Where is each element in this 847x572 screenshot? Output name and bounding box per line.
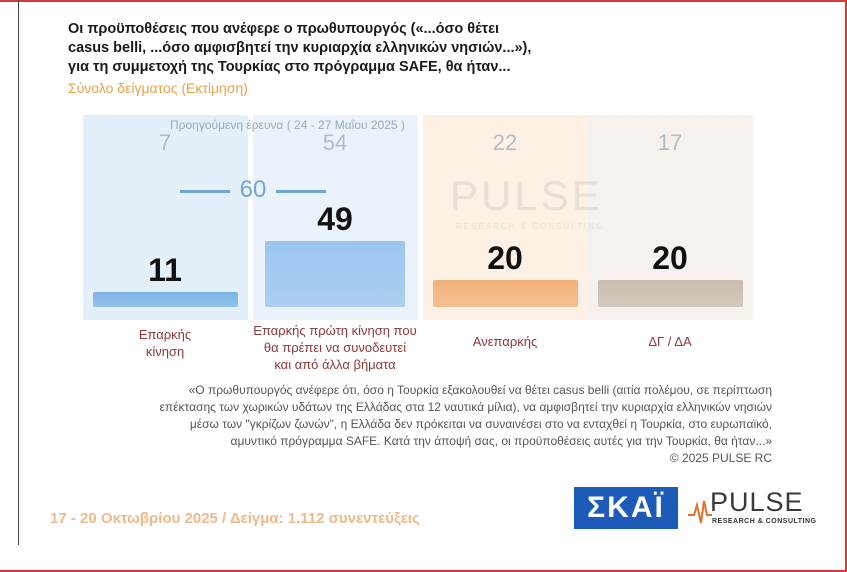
question-note: «Ο πρωθυπουργός ανέφερε ότι, όσο η Τουρκ… xyxy=(90,382,772,467)
watermark-text: PULSE xyxy=(450,172,603,219)
bar-value-label: 49 xyxy=(317,201,353,237)
frame-left xyxy=(18,0,19,545)
bar xyxy=(92,292,238,307)
bar xyxy=(597,280,743,307)
title-line: Οι προϋποθέσεις που ανέφερε ο πρωθυπουργ… xyxy=(68,21,500,37)
category-label-line: ΔΓ / ΔΑ xyxy=(648,334,692,349)
pulse-watermark: PULSE RESEARCH & CONSULTING xyxy=(430,172,610,242)
category-label: ΔΓ / ΔΑ xyxy=(580,333,760,350)
previous-value: 22 xyxy=(492,130,518,155)
category-label-line: Επαρκής πρώτη κίνηση που xyxy=(253,323,417,338)
note-line: «Ο πρωθυπουργός ανέφερε ότι, όσο η Τουρκ… xyxy=(188,383,772,397)
watermark-tagline: RESEARCH & CONSULTING xyxy=(456,222,605,231)
previous-survey-label: Προηγούμενη έρευνα ( 24 - 27 Μαΐου 2025 … xyxy=(170,118,405,132)
frame-top xyxy=(0,0,847,2)
previous-value: 17 xyxy=(657,130,683,155)
note-line: επέκτασης των χωρικών υδάτων της Ελλάδας… xyxy=(159,400,772,414)
chart-title: Οι προϋποθέσεις που ανέφερε ο πρωθυπουργ… xyxy=(68,20,588,77)
category-label: Επαρκής κίνηση xyxy=(75,326,255,360)
title-line: για τη συμμετοχή της Τουρκίας στο πρόγρα… xyxy=(68,59,511,75)
pulse-heartbeat-icon xyxy=(688,500,712,524)
bar-value-label: 20 xyxy=(487,240,523,276)
pulse-logo: PULSE RESEARCH & CONSULTING xyxy=(688,487,816,532)
chart-subtitle: Σύνολο δείγματος (Εκτίμηση) xyxy=(68,80,248,96)
bar xyxy=(432,280,578,307)
previous-value: 7 xyxy=(158,130,172,155)
combined-line-left xyxy=(180,190,230,193)
previous-combined: 60 xyxy=(180,176,326,206)
column-background xyxy=(82,115,248,320)
category-label-line: Επαρκής xyxy=(138,327,192,342)
category-label: Επαρκής πρώτη κίνηση που θα πρέπει να συν… xyxy=(245,322,425,373)
pulse-logo-tagline: RESEARCH & CONSULTING xyxy=(712,518,817,525)
category-label-line: Ανεπαρκής xyxy=(472,334,538,349)
note-line: αμυντικό πρόγραμμα SAFE. Κατά την άποψή … xyxy=(230,434,772,448)
previous-combined-value: 60 xyxy=(239,176,267,203)
pulse-logo-text: PULSE xyxy=(710,487,804,517)
title-line: casus belli, ...όσο αμφισβητεί την κυρια… xyxy=(68,40,532,56)
combined-line-right xyxy=(276,190,326,193)
bar xyxy=(265,241,405,307)
category-label-line: θα πρέπει να συνοδευτεί xyxy=(263,340,407,355)
category-label-line: και από άλλα βήματα xyxy=(274,357,396,372)
frame-bottom xyxy=(0,570,847,572)
category-label: Ανεπαρκής xyxy=(415,333,595,350)
category-label-line: κίνηση xyxy=(145,344,185,359)
note-line: μέσω των "γκρίζων ζωνών", η Ελλάδα δεν π… xyxy=(189,417,772,431)
copyright: © 2025 PULSE RC xyxy=(669,451,772,465)
frame-right xyxy=(845,0,847,572)
bar-value-label: 11 xyxy=(148,252,182,288)
previous-value: 54 xyxy=(322,130,348,155)
footer-fieldwork: 17 - 20 Οκτωβρίου 2025 / Δείγμα: 1.112 σ… xyxy=(50,510,420,527)
skai-logo: ΣΚΑΪ xyxy=(574,487,678,529)
bar-value-label: 20 xyxy=(652,240,688,276)
